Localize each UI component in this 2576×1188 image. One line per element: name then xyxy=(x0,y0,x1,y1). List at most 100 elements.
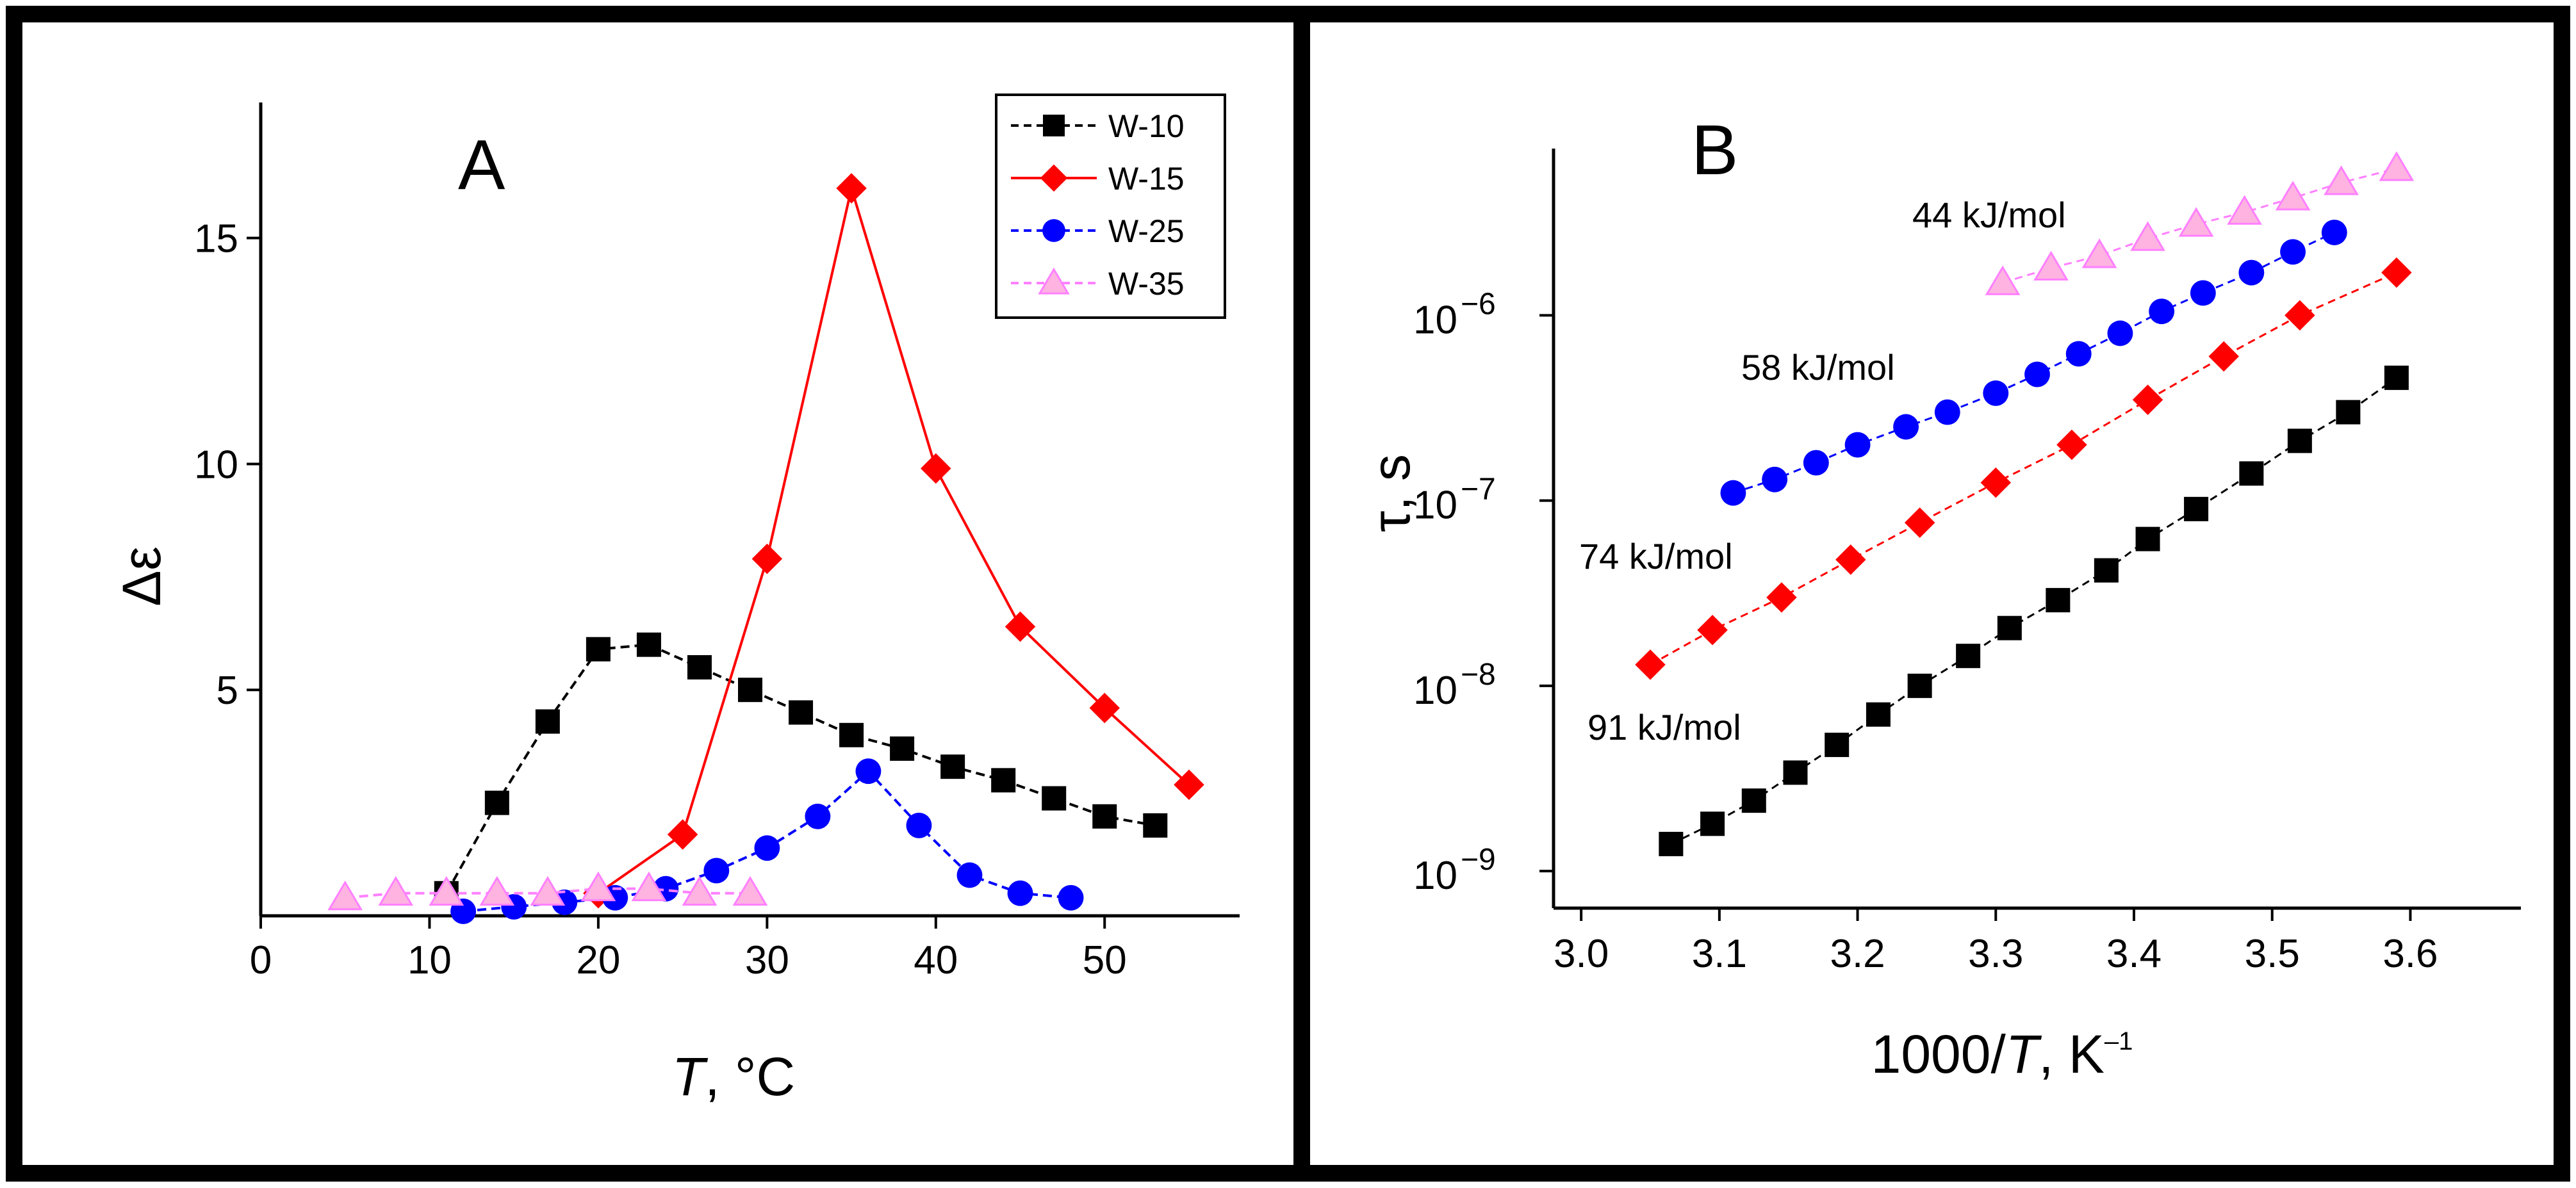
panel-b-y-tick-exponent: −9 xyxy=(1461,843,1496,877)
panel-b-frame xyxy=(1293,6,2570,1182)
panel-a-data-point xyxy=(738,678,762,703)
panel-b-data-point xyxy=(2135,526,2160,551)
panel-b-data-point xyxy=(1844,432,1871,458)
panel-b-data-point xyxy=(2024,361,2050,387)
panel-b-letter: B xyxy=(1691,111,1738,190)
annotation-44: 44 kJ/mol xyxy=(1912,195,2066,235)
panel-b-data-point xyxy=(1766,582,1797,613)
panel-a-data-point xyxy=(327,880,363,911)
panel-b-y-tick-exponent: −8 xyxy=(1461,658,1496,692)
panel-a-data-point xyxy=(956,862,983,888)
panel-b-data-point xyxy=(2381,257,2412,288)
panel-b-y-tick-exponent: −6 xyxy=(1461,287,1496,321)
panel-b-data-point xyxy=(2033,250,2069,281)
panel-b-data-point xyxy=(1980,467,2012,498)
panel-b-data-point xyxy=(1635,649,1666,680)
panel-a-x-tick-label: 40 xyxy=(914,938,958,982)
panel-b-y-tick-exponent: −7 xyxy=(1461,473,1496,507)
panel-a-series-line xyxy=(597,183,1190,895)
panel-b-x-tick-label: 3.0 xyxy=(1554,932,1609,976)
panel-b-data-point xyxy=(1985,265,2021,295)
panel-b-y-tick-label: 10 xyxy=(1413,484,1457,528)
annotation-91: 91 kJ/mol xyxy=(1587,707,1741,747)
legend-label: W-15 xyxy=(1108,161,1185,197)
panel-a-y-tick-label: 10 xyxy=(194,443,238,487)
panel-b-data-point xyxy=(2239,461,2264,486)
panel-a-legend: W-10 W-15 W-25 W-35 xyxy=(995,94,1226,319)
panel-b-data-point xyxy=(2208,341,2239,372)
panel-a-data-point xyxy=(378,875,414,906)
panel-b-data-point xyxy=(2384,365,2409,390)
panel-b-data-point xyxy=(1697,615,1728,646)
panel-b-x-tick-label: 3.4 xyxy=(2106,932,2162,976)
panel-b-fit-line xyxy=(2002,167,2397,284)
panel-a-data-point xyxy=(1174,769,1204,801)
panel-a-x-tick-label: 50 xyxy=(1083,938,1127,982)
panel-a-data-point xyxy=(991,768,1016,793)
panel-b-data-point xyxy=(2184,496,2209,521)
legend-marker xyxy=(1038,267,1070,295)
panel-a-data-point xyxy=(855,758,882,785)
panel-b-data-point xyxy=(2321,220,2347,245)
panel-a: 0 10 20 30 40 50 5 10 15 A Δε T, °C W-10 W-15 W-2… xyxy=(111,94,1240,1107)
panel-a-data-point xyxy=(754,835,780,861)
panel-a-data-point xyxy=(906,812,932,838)
panel-b-data-point xyxy=(2190,280,2216,306)
panel-a-data-point xyxy=(687,655,712,679)
panel-b-data-point xyxy=(2227,195,2262,225)
panel-b: 3.0 3.1 3.2 3.3 3.4 3.5 3.6 10−610−710−810−9 B… xyxy=(1361,111,2521,1084)
legend-box xyxy=(995,94,1226,319)
panel-a-data-point xyxy=(429,875,464,906)
panel-a-series-w-35 xyxy=(327,871,768,911)
panel-a-data-point xyxy=(1005,611,1036,642)
panel-b-x-tick-label: 3.6 xyxy=(2383,932,2438,976)
panel-a-data-point xyxy=(751,543,783,574)
panel-b-data-point xyxy=(2149,298,2175,325)
panel-b-data-point xyxy=(2275,181,2311,211)
panel-b-series-w-10 xyxy=(1659,365,2409,856)
panel-b-y-tick-label: 10 xyxy=(1413,298,1457,342)
panel-b-data-point xyxy=(2094,558,2119,583)
panel-a-data-point xyxy=(839,722,864,747)
panel-a-series-w-15 xyxy=(583,173,1204,909)
panel-b-data-point xyxy=(2379,151,2415,181)
panel-b-x-tick-label: 3.3 xyxy=(1968,932,2023,976)
panel-a-data-point xyxy=(479,875,515,906)
panel-b-data-point xyxy=(2130,221,2165,251)
panel-a-series-line xyxy=(445,643,1156,894)
panel-a-data-point xyxy=(1089,692,1120,724)
panel-a-data-point xyxy=(682,875,718,906)
panel-b-series-w-35 xyxy=(1985,151,2415,295)
panel-b-data-point xyxy=(1825,733,1850,758)
panel-b-data-point xyxy=(1907,673,1932,698)
panel-b-x-tick-label: 3.5 xyxy=(2245,932,2300,976)
annotation-74: 74 kJ/mol xyxy=(1579,536,1733,576)
panel-b-data-point xyxy=(2178,207,2214,237)
panel-a-data-point xyxy=(580,871,616,902)
panel-b-y-label: τ, s xyxy=(1361,454,1421,532)
panel-b-data-point xyxy=(1904,507,1935,538)
panel-b-data-point xyxy=(2238,259,2265,286)
panel-b-data-point xyxy=(1997,615,2022,640)
legend-marker xyxy=(1040,164,1068,192)
panel-b-x-tick-label: 3.1 xyxy=(1692,932,1747,976)
panel-a-data-point xyxy=(484,790,509,815)
legend-label: W-25 xyxy=(1108,213,1185,249)
panel-a-data-point xyxy=(535,709,560,734)
panel-a-data-point xyxy=(732,875,768,906)
panel-a-data-point xyxy=(703,858,730,884)
panel-b-data-point xyxy=(2046,588,2071,613)
panel-a-data-point xyxy=(667,819,698,850)
panel-b-data-point xyxy=(1893,414,1919,440)
panel-b-series-w-15 xyxy=(1635,257,2412,680)
panel-a-series-w-25 xyxy=(450,758,1084,924)
panel-a-y-tick-label: 5 xyxy=(217,669,238,713)
panel-a-x-tick-label: 30 xyxy=(745,938,789,982)
panel-b-data-point xyxy=(1700,811,1725,836)
panel-a-data-point xyxy=(631,871,667,902)
panel-b-data-point xyxy=(1934,399,1960,425)
panel-b-data-point xyxy=(1803,450,1829,476)
panel-b-data-point xyxy=(1720,480,1746,506)
panel-b-data-point xyxy=(2107,320,2133,346)
